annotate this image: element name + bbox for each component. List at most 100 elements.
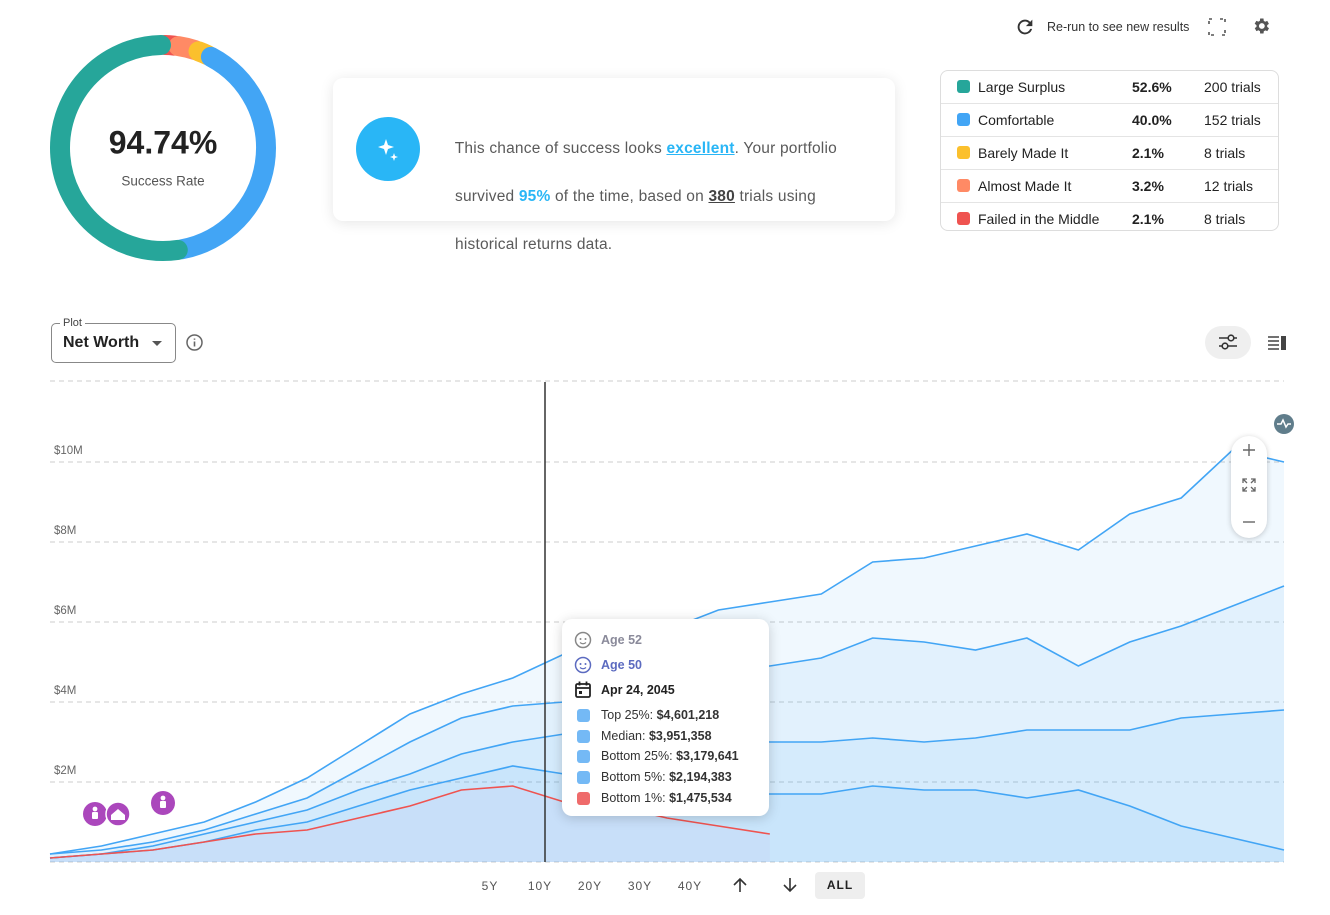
text: trials using bbox=[734, 188, 816, 205]
legend-swatch bbox=[577, 750, 590, 764]
outcome-name: Failed in the Middle bbox=[978, 211, 1100, 227]
outcome-row: Large Surplus 52.6% 200 trials bbox=[941, 71, 1278, 104]
tooltip-item: Bottom 5%: $2,194,383 bbox=[601, 770, 732, 784]
outcome-row: Comfortable 40.0% 152 trials bbox=[941, 104, 1278, 137]
outcome-row: Almost Made It 3.2% 12 trials bbox=[941, 170, 1278, 203]
event-icons[interactable] bbox=[82, 790, 182, 830]
outcome-pct: 40.0% bbox=[1132, 112, 1172, 128]
gauge-segment bbox=[171, 46, 276, 260]
date: Apr 24, 2045 bbox=[601, 683, 675, 697]
quality-link[interactable]: excellent bbox=[666, 140, 735, 157]
outcome-trials: 12 trials bbox=[1204, 178, 1254, 194]
outcome-trials: 200 trials bbox=[1204, 79, 1261, 95]
legend-swatch bbox=[577, 729, 590, 743]
y-tick-label: $8M bbox=[54, 525, 76, 537]
outcome-table: Large Surplus 52.6% 200 trials Comfortable 4… bbox=[940, 70, 1279, 231]
text: This chance of success looks bbox=[454, 140, 667, 157]
filter-button[interactable] bbox=[1205, 326, 1251, 359]
info-icon[interactable] bbox=[185, 333, 204, 352]
item-label: Bottom 1%: bbox=[601, 790, 666, 805]
outcome-trials: 8 trials bbox=[1204, 145, 1246, 161]
survival-rate: 95% bbox=[518, 188, 551, 205]
swatch bbox=[957, 212, 970, 225]
y-tick-label: $10M bbox=[54, 445, 83, 457]
range-button[interactable]: 40Y bbox=[677, 879, 703, 893]
outcome-name: Large Surplus bbox=[978, 79, 1066, 95]
range-button[interactable]: 20Y bbox=[577, 879, 603, 893]
age-icon bbox=[574, 656, 592, 674]
zoom-out[interactable] bbox=[1243, 516, 1255, 528]
outcome-pct: 2.1% bbox=[1132, 145, 1164, 161]
text: . Your portfolio bbox=[734, 140, 837, 157]
outcome-row: Failed in the Middle 2.1% 8 trials bbox=[941, 203, 1278, 230]
outcome-name: Almost Made It bbox=[978, 178, 1072, 194]
age-spouse: Age 50 bbox=[601, 658, 642, 672]
age-primary: Age 52 bbox=[601, 633, 642, 647]
range-button[interactable]: 10Y bbox=[527, 879, 553, 893]
success-label: Success Rate bbox=[121, 174, 204, 189]
legend-swatch bbox=[577, 791, 590, 805]
select-label: Plot bbox=[60, 317, 85, 329]
y-tick-label: $6M bbox=[54, 605, 76, 617]
health-icon[interactable] bbox=[1273, 413, 1295, 435]
summary-text: This chance of success looks excellent. … bbox=[437, 113, 837, 281]
item-value: $1,475,534 bbox=[669, 790, 732, 805]
success-rate: 94.74% bbox=[109, 124, 218, 160]
table-view-icon[interactable] bbox=[1267, 335, 1287, 351]
dropdown-arrow bbox=[152, 341, 162, 346]
outcome-row: Barely Made It 2.1% 8 trials bbox=[941, 137, 1278, 170]
zoom-controls bbox=[1231, 436, 1267, 538]
outcome-trials: 152 trials bbox=[1204, 112, 1261, 128]
age-icon bbox=[574, 631, 592, 649]
gauge-segment bbox=[50, 35, 188, 261]
item-label: Top 25%: bbox=[601, 708, 654, 722]
success-gauge: 94.74% Success Rate bbox=[50, 35, 276, 261]
text: survived bbox=[455, 188, 519, 205]
tooltip-item: Top 25%: $4,601,218 bbox=[601, 708, 719, 722]
settings-icon[interactable] bbox=[1251, 16, 1271, 36]
scroll-up[interactable] bbox=[733, 877, 747, 893]
trial-count[interactable]: 380 bbox=[708, 188, 735, 205]
legend-swatch bbox=[577, 771, 590, 785]
outcome-name: Barely Made It bbox=[978, 145, 1069, 161]
tooltip: Age 52 Age 50 Apr 24, 2045 Top 25%: $4,6… bbox=[562, 619, 769, 816]
y-tick-label: $2M bbox=[54, 765, 76, 777]
select-value: Net Worth bbox=[63, 334, 140, 351]
outcome-pct: 3.2% bbox=[1132, 178, 1164, 194]
item-value: $3,179,641 bbox=[676, 749, 739, 764]
item-label: Median: bbox=[601, 728, 646, 743]
outcome-pct: 2.1% bbox=[1132, 211, 1164, 227]
item-value: $4,601,218 bbox=[656, 708, 720, 722]
rerun-text[interactable]: Re-run to see new results bbox=[1047, 20, 1190, 34]
swatch bbox=[957, 113, 970, 126]
scroll-down[interactable] bbox=[783, 877, 797, 893]
zoom-reset[interactable] bbox=[1242, 478, 1256, 492]
swatch bbox=[957, 146, 970, 159]
outcome-trials: 8 trials bbox=[1204, 211, 1246, 227]
summary-card: This chance of success looks excellent. … bbox=[333, 78, 895, 253]
legend-swatch bbox=[577, 709, 590, 722]
text: of the time, based on bbox=[550, 188, 709, 205]
item-value: $2,194,383 bbox=[669, 770, 732, 785]
calendar-icon bbox=[575, 681, 591, 698]
y-tick-label: $4M bbox=[54, 685, 76, 697]
item-label: Bottom 5%: bbox=[601, 770, 666, 785]
outcome-name: Comfortable bbox=[978, 112, 1055, 128]
text: historical returns data. bbox=[455, 236, 613, 253]
plot-select[interactable]: Plot Net Worth bbox=[51, 317, 176, 363]
filter-icon bbox=[1219, 334, 1237, 350]
item-label: Bottom 25%: bbox=[601, 749, 673, 764]
range-button[interactable]: ALL bbox=[815, 872, 865, 899]
rerun-icon[interactable] bbox=[1014, 16, 1036, 38]
item-value: $3,951,358 bbox=[648, 728, 712, 743]
range-button[interactable]: 30Y bbox=[627, 879, 653, 893]
fullscreen-icon[interactable] bbox=[1208, 18, 1226, 36]
swatch bbox=[957, 179, 970, 192]
tooltip-item: Bottom 25%: $3,179,641 bbox=[601, 749, 739, 763]
sparkle-icon bbox=[356, 117, 420, 181]
tooltip-item: Median: $3,951,358 bbox=[601, 729, 712, 743]
range-button[interactable]: 5Y bbox=[481, 879, 499, 893]
swatch bbox=[957, 80, 970, 93]
zoom-in[interactable] bbox=[1243, 444, 1255, 456]
